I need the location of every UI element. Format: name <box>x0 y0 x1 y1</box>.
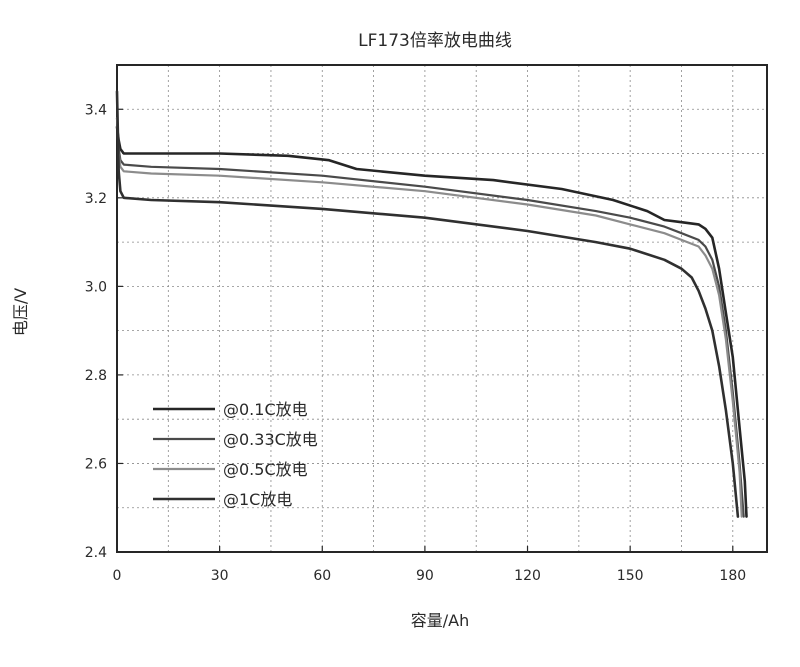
x-tick-label: 90 <box>416 568 434 584</box>
legend-label: @0.1C放电 <box>223 400 308 419</box>
x-tick-label: 120 <box>514 568 541 584</box>
legend-label: @0.33C放电 <box>223 430 318 449</box>
series-line-1 <box>115 125 748 518</box>
x-tick-label: 150 <box>617 568 644 584</box>
plot-frame <box>116 64 768 553</box>
series-line-4 <box>115 90 740 518</box>
chart-title: LF173倍率放电曲线 <box>358 31 512 51</box>
series-line-3 <box>115 116 743 518</box>
x-tick-labels: 0 30 60 90 120 150 180 <box>113 568 747 584</box>
x-tick-label: 180 <box>719 568 746 584</box>
series-layer <box>115 90 748 518</box>
x-tick-label: 60 <box>313 568 331 584</box>
x-tick-label: 0 <box>113 568 122 584</box>
y-tick-label: 3.2 <box>85 191 107 207</box>
x-tick-label: 30 <box>211 568 229 584</box>
legend: @0.1C放电 @0.33C放电 @0.5C放电 @1C放电 <box>153 400 318 509</box>
tick-marks <box>116 108 734 553</box>
y-tick-label: 2.6 <box>85 456 107 472</box>
y-tick-label: 2.8 <box>85 368 107 384</box>
y-tick-label: 3.4 <box>85 102 107 118</box>
x-axis-label: 容量/Ah <box>411 611 469 630</box>
series-line-2 <box>115 116 745 518</box>
grid-layer <box>117 65 767 552</box>
y-tick-label: 3.0 <box>85 279 107 295</box>
y-tick-label: 2.4 <box>85 545 107 561</box>
legend-label: @0.5C放电 <box>223 460 308 479</box>
y-tick-labels: 2.4 2.6 2.8 3.0 3.2 3.4 <box>85 102 107 561</box>
y-axis-label: 电压/V <box>11 288 30 336</box>
legend-label: @1C放电 <box>223 490 292 509</box>
